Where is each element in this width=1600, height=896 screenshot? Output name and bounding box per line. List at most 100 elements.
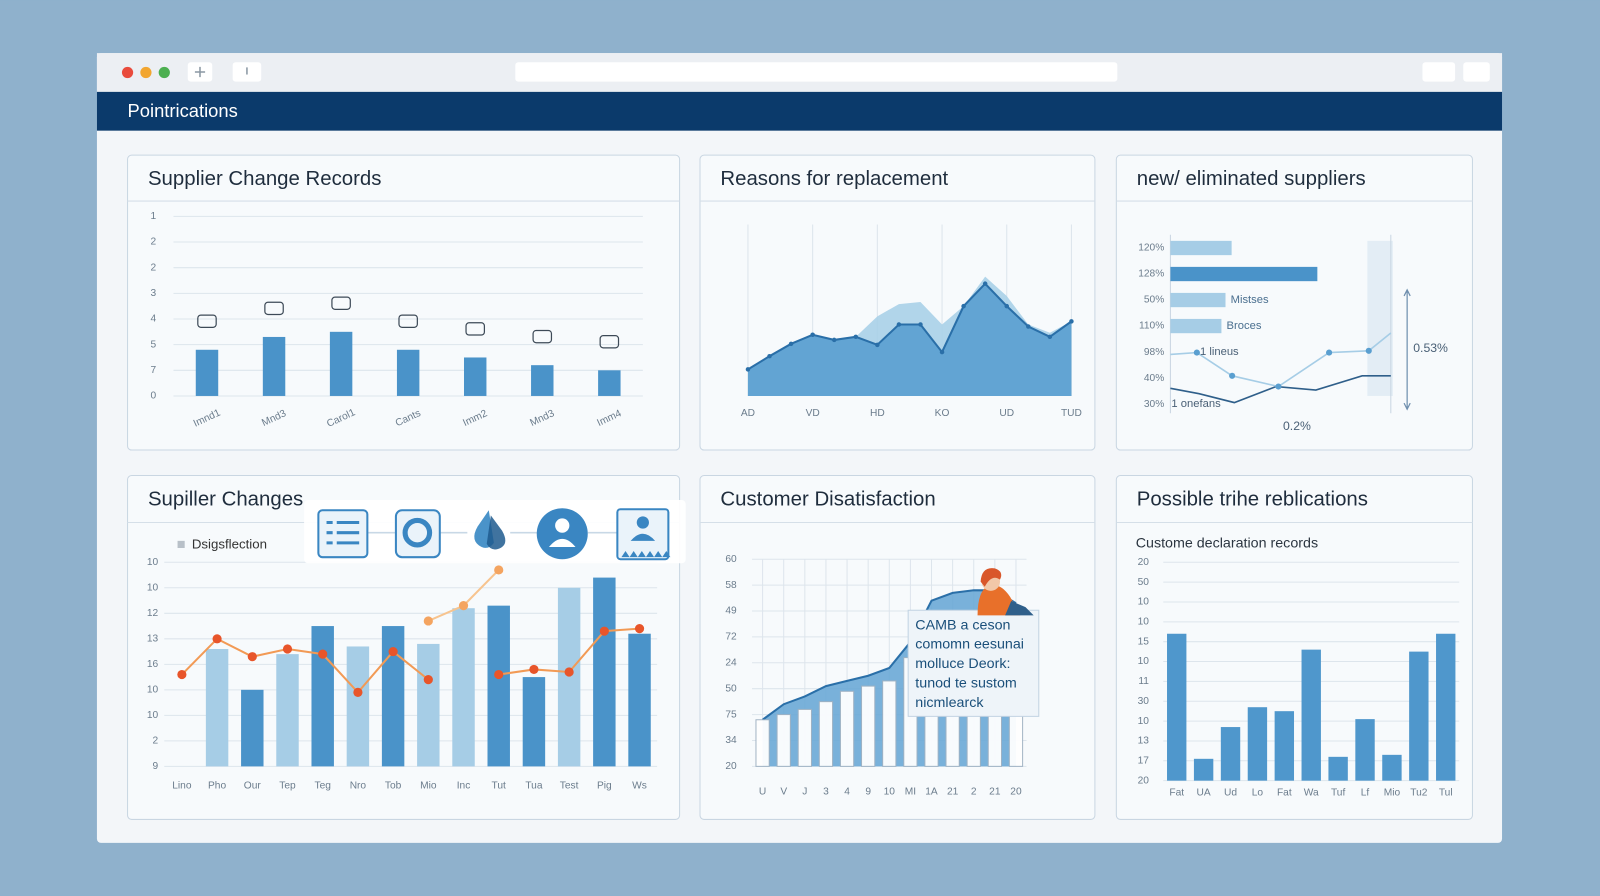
- bar: [417, 643, 440, 767]
- menu-button[interactable]: [1463, 62, 1490, 82]
- y-tick-label: 13: [147, 634, 159, 645]
- callout-text: comomn eesunai: [915, 637, 1024, 653]
- line-marker: [634, 624, 645, 634]
- plus-icon: [194, 66, 206, 78]
- x-tick-label: U: [759, 787, 766, 798]
- line-marker: [423, 675, 433, 685]
- x-tick-label: AD: [741, 408, 755, 419]
- y-tick-label: 72: [725, 632, 737, 643]
- y-tick-label: 17: [1138, 755, 1150, 766]
- range-arrow: [1403, 288, 1411, 411]
- list-icon-lines: [326, 520, 360, 545]
- menu-button[interactable]: [1422, 62, 1456, 82]
- profile-decoration: [621, 551, 671, 558]
- line-marker: [318, 649, 328, 659]
- y-tick-label: 0: [150, 391, 156, 402]
- x-tick-label: TUD: [1061, 408, 1082, 419]
- bar: [531, 365, 554, 396]
- x-tick-label: Tut: [492, 780, 507, 791]
- y-tick-label: 30%: [1144, 399, 1164, 410]
- x-tick-label: Inc: [457, 780, 471, 791]
- y-tick-label: 20: [1138, 557, 1150, 568]
- bar: [1170, 292, 1226, 308]
- bar: [522, 677, 546, 767]
- x-tick-label: MI: [905, 787, 916, 798]
- y-tick-label: 10: [1138, 716, 1150, 727]
- point: [1026, 324, 1031, 329]
- y-tick-label: 60: [725, 554, 737, 565]
- x-tick-label: J: [802, 787, 807, 798]
- x-tick-label: Teg: [314, 780, 331, 791]
- bar: [861, 685, 876, 767]
- bar: [1301, 649, 1321, 781]
- y-tick-label: 20: [725, 761, 737, 772]
- y-tick-label: 10: [147, 710, 159, 721]
- bar: [1170, 318, 1222, 334]
- annotation: 1 lineus: [1200, 346, 1239, 358]
- y-tick-label: 4: [150, 314, 156, 325]
- line-marker: [1229, 372, 1236, 379]
- x-tick-label: 4: [844, 787, 850, 798]
- bar: [1355, 719, 1375, 781]
- y-tick-label: 40%: [1144, 373, 1164, 384]
- minimize-button[interactable]: [140, 66, 152, 79]
- y-tick-label: 5: [150, 339, 156, 350]
- y-tick-label: 24: [725, 657, 737, 668]
- bar-icon: [398, 314, 418, 328]
- line-marker: [1365, 347, 1372, 354]
- bar: [452, 608, 475, 767]
- bar: [818, 701, 834, 767]
- address-bar[interactable]: [515, 62, 1118, 82]
- panel-title: new/ eliminated suppliers: [1137, 168, 1366, 190]
- y-tick-label: 2: [150, 237, 156, 248]
- profile-head: [636, 516, 649, 529]
- bar-icon: [465, 322, 486, 336]
- x-tick-label: Mio: [420, 780, 437, 791]
- bar: [381, 626, 405, 767]
- line-marker: [564, 667, 574, 677]
- x-tick-label: 9: [865, 787, 871, 798]
- point: [875, 342, 880, 348]
- callout-text: molluce Deork:: [915, 656, 1010, 672]
- bar: [262, 336, 286, 396]
- user-body: [548, 538, 576, 547]
- point: [1069, 319, 1074, 324]
- y-tick-label: 10: [1138, 656, 1150, 667]
- y-tick-label: 9: [152, 761, 158, 772]
- y-tick-label: 75: [725, 709, 737, 720]
- user-icon[interactable]: [536, 508, 588, 560]
- point: [1047, 334, 1053, 340]
- line-marker: [458, 601, 469, 611]
- panel-title: Supiller Changes: [148, 488, 303, 510]
- point: [982, 281, 988, 286]
- y-tick-label: 10: [147, 685, 159, 696]
- y-tick-label: 1: [150, 211, 156, 222]
- bar: [1170, 266, 1318, 282]
- y-tick-label: 10: [147, 582, 159, 593]
- maximize-button[interactable]: [158, 66, 170, 79]
- line-marker: [494, 565, 504, 575]
- y-tick-label: 11: [1138, 676, 1149, 687]
- panel: [1115, 475, 1473, 820]
- bar-label: Mistses: [1231, 294, 1269, 306]
- bar: [598, 370, 621, 396]
- y-tick-label: 10: [147, 557, 159, 568]
- bar: [755, 719, 770, 767]
- bar: [241, 689, 264, 767]
- point: [745, 367, 751, 372]
- line-marker: [177, 669, 187, 680]
- x-tick-label: Tob: [385, 780, 402, 791]
- close-button[interactable]: [121, 66, 134, 79]
- bar: [1328, 756, 1348, 781]
- bar: [1220, 727, 1241, 781]
- y-tick-label: 10: [1138, 597, 1150, 608]
- bar: [557, 587, 581, 767]
- panel-title: Possible trihe reblications: [1137, 488, 1368, 510]
- bar: [329, 331, 353, 396]
- settings-icon[interactable]: [394, 509, 441, 559]
- drop-icon: [486, 515, 506, 550]
- bar: [1247, 707, 1268, 781]
- x-tick-label: Ud: [1224, 788, 1237, 799]
